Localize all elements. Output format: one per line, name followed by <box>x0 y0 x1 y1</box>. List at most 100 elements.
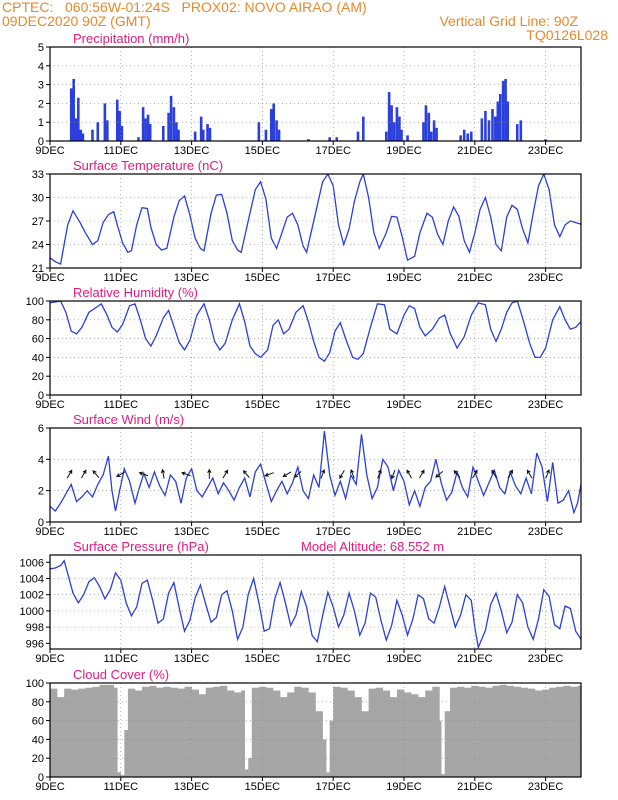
panel-3-xtick-label-1: 11DEC <box>103 399 138 411</box>
panel-1-bar-52 <box>432 120 436 141</box>
panel-1-bar-25 <box>199 116 203 141</box>
panel-1-bar-67 <box>506 101 510 141</box>
panel-5-ytick-label-2: 1000 <box>20 606 44 618</box>
panel-4-xtick-label-6: 21DEC <box>457 526 493 538</box>
panel-6-cloud-42 <box>322 739 327 777</box>
panel-4-ytick-label-0: 0 <box>38 517 44 529</box>
panel-6-cloud-29 <box>241 690 245 777</box>
panel-6-cloud-17 <box>156 687 164 777</box>
panel-1-bar-27 <box>206 124 209 141</box>
panel-1-bar-7 <box>96 122 100 141</box>
panel-4-wind-arrow-19 <box>419 469 425 479</box>
panel-4-wind-arrow-16 <box>377 469 382 479</box>
panel-3-xtick-label-3: 15DEC <box>245 399 281 411</box>
panel-5-xtick-label-6: 21DEC <box>457 653 493 665</box>
panel-2-xtick-label-0: 9DEC <box>35 272 64 284</box>
panel-1-bar-62 <box>494 116 497 141</box>
panel-4-xtick-label-1: 11DEC <box>103 526 138 538</box>
panel-4-ytick-label-3: 6 <box>38 423 44 435</box>
panel-1-ytick-label-5: 5 <box>38 42 44 54</box>
panel-6-cloud-27 <box>227 690 235 777</box>
panel-6-cloud-50 <box>368 688 376 777</box>
panel-6-cloud-2 <box>64 688 72 777</box>
panel-6-cloud-0 <box>50 688 58 777</box>
panel-1-bar-69 <box>519 120 523 141</box>
panel-1-bar-36 <box>328 137 331 141</box>
panel-1-bar-8 <box>103 103 107 141</box>
panel-6-cloud-74 <box>527 688 536 777</box>
panel-6-xtick-label-6: 21DEC <box>457 781 493 793</box>
panel-2-ytick-label-0: 21 <box>32 263 44 275</box>
panel-3-xtick-label-7: 23DEC <box>528 399 564 411</box>
panel-1-bar-30 <box>264 129 268 141</box>
panel-1-ytick-label-1: 1 <box>38 117 44 129</box>
panel-1-bar-3 <box>77 97 80 141</box>
panel-1-bar-61 <box>491 109 494 141</box>
panel-6-cloud-8 <box>106 684 115 777</box>
panel-6-frame <box>49 682 582 778</box>
panel-6-cloud-32 <box>251 687 260 777</box>
panel-3-ytick-label-1: 20 <box>32 371 44 383</box>
panel-4-wind-arrow-2 <box>92 469 100 478</box>
panel-6-cloud-67 <box>478 686 486 777</box>
panel-1-bar-50 <box>427 112 431 141</box>
panel-6-ytick-label-1: 20 <box>32 753 44 765</box>
panel-1-ytick-label-2: 2 <box>38 98 44 110</box>
panel-6-cloud-19 <box>170 687 178 777</box>
panel-1-xtick-label-4: 17DEC <box>315 145 351 157</box>
panel-6-cloud-11 <box>120 775 125 777</box>
panel-1-bar-11 <box>118 110 122 141</box>
panel-6-cloud-62 <box>444 711 451 777</box>
panel-1-bar-5 <box>81 133 85 141</box>
panel-1-bar-23 <box>177 129 180 141</box>
panel-6-cloud-61 <box>441 774 446 777</box>
panel-6-cloud-15 <box>142 686 150 777</box>
panel-4-wind-arrow-11 <box>282 471 292 477</box>
panel-6-cloud-14 <box>134 690 143 777</box>
panel-5-frame <box>49 554 582 650</box>
panel-4-ytick-label-2: 4 <box>38 454 44 466</box>
panel-6-cloud-26 <box>219 685 228 777</box>
panel-6-cloud-43 <box>326 772 330 777</box>
panel-6-xtick-label-2: 13DEC <box>174 781 210 793</box>
panel-1-bar-56 <box>466 133 470 141</box>
panel-3-xtick-label-2: 13DEC <box>174 399 210 411</box>
panel-2-ytick-label-2: 27 <box>32 216 44 228</box>
panel-4-wind-arrow-26 <box>545 469 550 479</box>
panel-6-cloud-75 <box>534 690 543 777</box>
panel-6-cloud-16 <box>149 685 157 777</box>
panel-6-cloud-25 <box>212 686 221 777</box>
panel-1-bar-29 <box>257 122 261 141</box>
panel-1-bar-42 <box>390 105 393 141</box>
panel-1-bar-70 <box>544 139 547 141</box>
header-grid-note: Vertical Grid Line: 90Z <box>439 13 578 29</box>
panel-4-wind-arrow-25 <box>526 469 533 479</box>
panel-4-title: Surface Wind (m/s) <box>73 412 184 427</box>
panel-1-bar-58 <box>480 118 484 141</box>
panel-1-xtick-label-5: 19DEC <box>386 145 422 157</box>
panel-1-bar-1 <box>72 78 76 141</box>
panel-6-cloud-31 <box>248 758 253 777</box>
panel-3-title: Relative Humidity (%) <box>73 285 198 300</box>
panel-4-xtick-label-3: 15DEC <box>245 526 281 538</box>
panel-6-title: Cloud Cover (%) <box>73 667 169 682</box>
panel-6-cloud-54 <box>396 689 405 777</box>
panel-2-ytick-label-4: 33 <box>32 169 44 181</box>
panel-6-cloud-59 <box>432 686 440 777</box>
panel-1-bar-37 <box>335 137 339 141</box>
panel-3-xtick-label-4: 17DEC <box>315 399 351 411</box>
panel-6-cloud-30 <box>244 769 249 777</box>
panel-1-bar-64 <box>498 94 502 141</box>
panel-1-bar-44 <box>395 107 399 141</box>
panel-1-bar-6 <box>91 129 94 141</box>
panel-4-xtick-label-4: 17DEC <box>315 526 351 538</box>
panel-6-ytick-label-0: 0 <box>38 772 44 784</box>
panel-5-xtick-label-5: 19DEC <box>386 653 422 665</box>
panel-6-cloud-28 <box>234 692 242 777</box>
panel-6-cloud-18 <box>163 686 171 777</box>
panel-6-cloud-13 <box>127 688 136 777</box>
panel-1-bar-16 <box>146 114 150 141</box>
panel-1-bar-32 <box>272 103 276 141</box>
panel-6-cloud-53 <box>389 697 398 777</box>
panel-6-cloud-79 <box>563 685 571 777</box>
